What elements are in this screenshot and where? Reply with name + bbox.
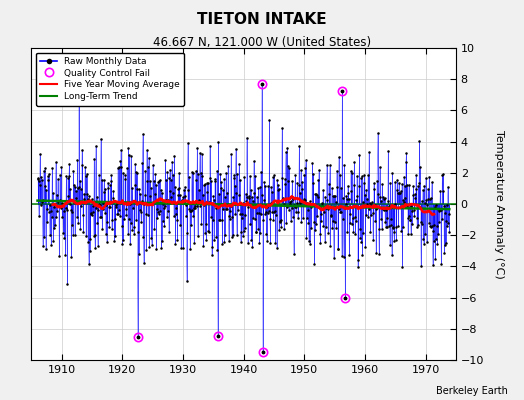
Legend: Raw Monthly Data, Quality Control Fail, Five Year Moving Average, Long-Term Tren: Raw Monthly Data, Quality Control Fail, … — [36, 52, 184, 106]
Text: TIETON INTAKE: TIETON INTAKE — [197, 12, 327, 27]
Y-axis label: Temperature Anomaly (°C): Temperature Anomaly (°C) — [494, 130, 504, 278]
Text: Berkeley Earth: Berkeley Earth — [436, 386, 508, 396]
Text: 46.667 N, 121.000 W (United States): 46.667 N, 121.000 W (United States) — [153, 36, 371, 49]
